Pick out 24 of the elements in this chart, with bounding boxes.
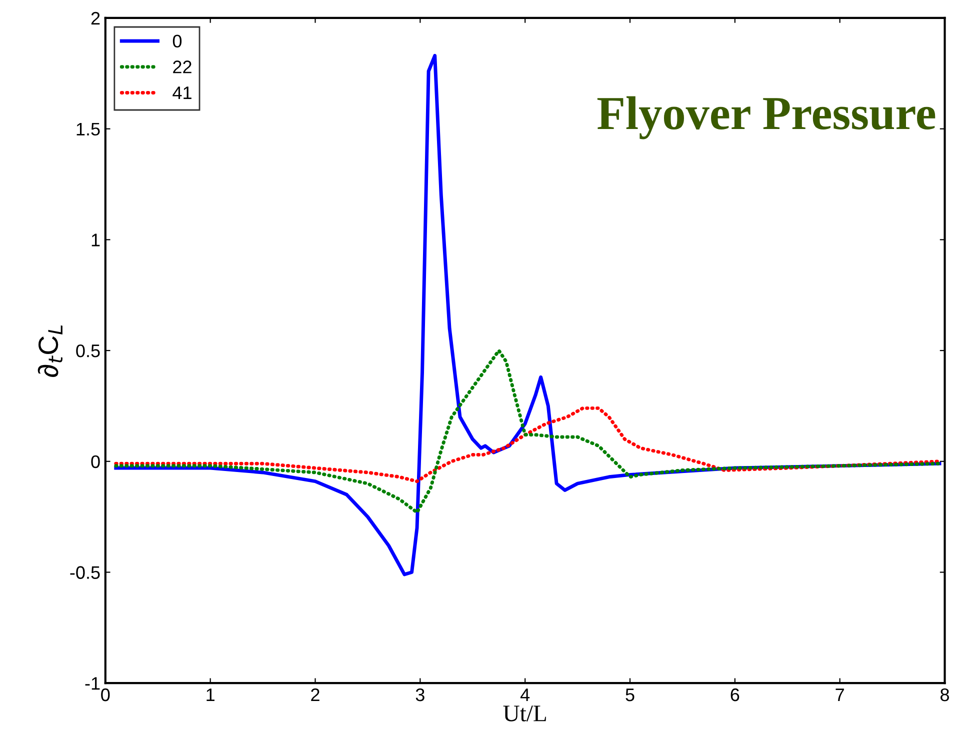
legend-label: 41 — [172, 86, 192, 100]
line-series — [114, 406, 942, 484]
x-tick-label: 1 — [206, 688, 214, 702]
x-tick-label: 6 — [730, 688, 740, 702]
x-tick-label: 4 — [520, 688, 530, 702]
annotation: Flyover Pressure — [597, 96, 936, 140]
y-axis-title: ∂$_{t}$C$_{L}$ — [38, 325, 62, 377]
y-tick-label: 2 — [91, 12, 100, 25]
x-tick-label: 2 — [311, 688, 320, 702]
y-tick-label: 1 — [92, 234, 100, 246]
x-tick-label: 7 — [836, 688, 844, 702]
y-tick-label: 1.5 — [76, 122, 100, 136]
y-tick-label: -0.5 — [70, 566, 100, 579]
x-tick-label: 5 — [626, 688, 634, 702]
x-tick-label: 8 — [940, 688, 949, 702]
y-tick-label: 0.5 — [76, 344, 100, 358]
y-tick-label: -1 — [85, 677, 100, 690]
x-tick-label: 3 — [416, 688, 424, 702]
x-tick-label: 0 — [101, 688, 110, 702]
legend-label: 0 — [172, 34, 182, 48]
legend-label: 22 — [173, 60, 192, 74]
y-tick-label: 0 — [91, 455, 100, 468]
line-series — [114, 348, 942, 514]
x-axis-title: Ut/L — [503, 706, 546, 722]
